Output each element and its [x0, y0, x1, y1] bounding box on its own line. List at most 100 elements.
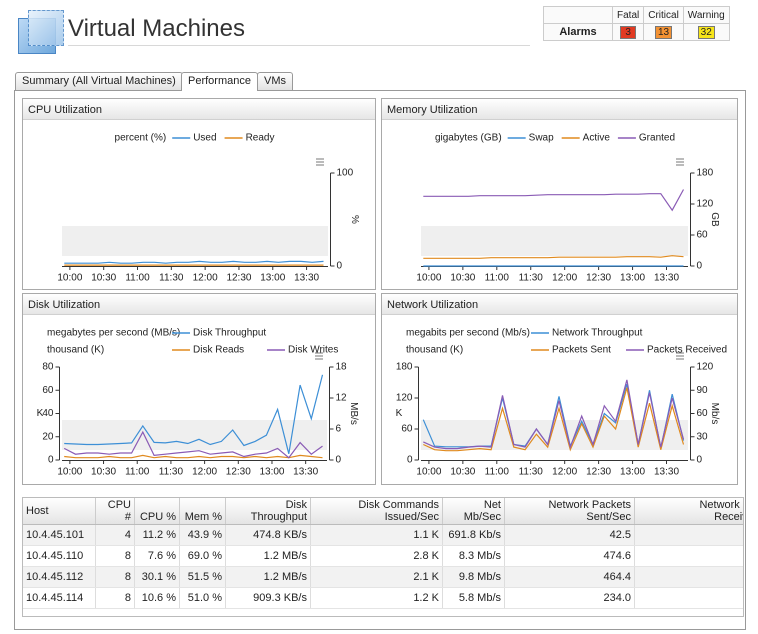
table-cell: 69.0 %	[179, 545, 226, 567]
tab[interactable]: Summary (All Virtual Machines)	[15, 72, 183, 90]
y-tick-label: 60	[401, 424, 413, 435]
column-header[interactable]: Host	[23, 498, 96, 525]
legend-label: Network Throughput	[552, 328, 643, 339]
panel-title: CPU Utilization	[28, 104, 102, 116]
x-tick-label: 12:30	[226, 273, 251, 284]
x-tick-label: 11:00	[125, 273, 150, 284]
table-cell: 474.8 KB/s	[225, 524, 311, 546]
table-cell: 464.4	[504, 566, 635, 588]
x-tick-label: 12:30	[586, 273, 611, 284]
x-tick-label: 13:00	[260, 273, 285, 284]
x-tick-label: 12:00	[552, 273, 577, 284]
header-row: Host CPU # CPU % Mem % Disk Throughput Disk C…	[23, 498, 743, 525]
x-tick-label: 12:30	[586, 467, 611, 478]
table-cell: 1.2 K	[310, 587, 443, 609]
content-frame	[14, 90, 746, 630]
legend-label: Used	[193, 133, 216, 144]
y-tick-label: 18	[336, 362, 348, 373]
y-tick-label: 0	[697, 455, 703, 466]
column-header[interactable]: Network Packets Received/Sec	[634, 498, 743, 525]
table-cell: 10.4.45.114	[23, 587, 96, 609]
table-cell: 1.2 MB/s	[225, 545, 311, 567]
table-cell: 1.1 K	[310, 524, 443, 546]
table-cell: 11.2 %	[134, 524, 180, 546]
x-tick-label: 10:00	[416, 273, 441, 284]
x-tick-label: 13:30	[293, 467, 318, 478]
column-header[interactable]: Mem %	[179, 498, 226, 525]
x-tick-label: 11:00	[485, 467, 510, 478]
panel-titlebar	[382, 99, 737, 119]
y-axis-label: %	[349, 215, 360, 224]
table-cell: 696.4	[634, 566, 743, 588]
x-tick-label: 10:00	[416, 467, 441, 478]
table-cell: 42.5	[504, 524, 635, 546]
alarm-count[interactable]: 13	[654, 25, 673, 39]
y-tick-label: 180	[697, 168, 714, 179]
column-header[interactable]: Net Mb/Sec	[442, 498, 505, 525]
legend-label: Ready	[246, 133, 275, 144]
panel-title: Disk Utilization	[28, 299, 100, 311]
x-tick-label: 11:30	[519, 273, 544, 284]
x-tick-label: 10:00	[57, 273, 82, 284]
tab[interactable]: Performance	[181, 72, 258, 91]
alarm-label: Alarms	[543, 23, 613, 41]
series-line	[64, 454, 323, 459]
column-header[interactable]: CPU %	[134, 498, 180, 525]
y-tick-label: 30	[697, 431, 709, 442]
column-header[interactable]: CPU #	[95, 498, 135, 525]
table-cell: 8	[95, 545, 135, 567]
panel-titlebar	[23, 294, 375, 314]
x-tick-label: 10:30	[450, 273, 475, 284]
plot-band	[421, 226, 688, 256]
legend-label: Disk Reads	[193, 345, 244, 356]
column-header-text: Disk Throughput	[250, 499, 307, 523]
legend-unit: megabits per second (Mb/s)	[406, 328, 530, 339]
y-tick-label: 0	[697, 261, 703, 272]
column-header[interactable]: Disk Throughput	[225, 498, 311, 525]
table-cell: 51.5 %	[179, 566, 226, 588]
x-tick-label: 10:00	[57, 467, 82, 478]
panel-titlebar	[23, 99, 375, 119]
x-tick-label: 10:30	[91, 273, 116, 284]
table-cell: 30.1 %	[134, 566, 180, 588]
column-header-text: Network Packets Sent/Sec	[548, 499, 631, 523]
y-tick-label: 120	[697, 199, 714, 210]
y-axis-label: K	[396, 408, 403, 419]
column-header[interactable]: Disk Commands Issued/Sec	[310, 498, 443, 525]
x-tick-label: 11:00	[485, 273, 510, 284]
table-cell: 43.9 %	[179, 524, 226, 546]
y-tick-label: 12	[336, 393, 348, 404]
table-row[interactable]: 10.4.45.110 8 7.6 % 69.0 % 1.2 MB/s 2.8 K 8.3 …	[23, 545, 743, 567]
x-tick-label: 12:30	[226, 467, 251, 478]
y-tick-label: 180	[396, 362, 413, 373]
table-cell: 709.1	[634, 545, 743, 567]
legend-unit: thousand (K)	[406, 345, 463, 356]
x-tick-label: 13:30	[294, 273, 319, 284]
table-cell: 909.3 KB/s	[225, 587, 311, 609]
x-tick-label: 13:00	[620, 273, 645, 284]
legend-unit: percent (%)	[115, 133, 167, 144]
alarm-count[interactable]: 3	[620, 25, 637, 39]
panel	[22, 98, 376, 290]
column-header-text: CPU %	[139, 511, 176, 523]
alarm-count[interactable]: 32	[697, 25, 715, 39]
legend-unit: thousand (K)	[47, 345, 104, 356]
series-line	[423, 189, 685, 212]
table-cell: 691.8 Kb/s	[442, 524, 505, 546]
table-cell: 474.6	[504, 545, 635, 567]
column-header-text: Host	[26, 505, 49, 517]
y-tick-label: 120	[396, 393, 413, 404]
legend-label: Packets Received	[647, 345, 727, 356]
x-tick-label: 13:00	[620, 467, 645, 478]
table-row[interactable]: 10.4.45.112 8 30.1 % 51.5 % 1.2 MB/s 2.1 K 9.8…	[23, 566, 743, 588]
column-header[interactable]: Network Packets Sent/Sec	[504, 498, 635, 525]
y-tick-label: 0	[407, 455, 413, 466]
y-tick-label: 40	[42, 408, 54, 419]
y-axis-label: GB	[709, 212, 720, 227]
series-line	[64, 374, 324, 454]
series-line	[64, 260, 324, 264]
table-cell: 7.6 %	[134, 545, 180, 567]
y-tick-label: 100	[337, 168, 354, 179]
